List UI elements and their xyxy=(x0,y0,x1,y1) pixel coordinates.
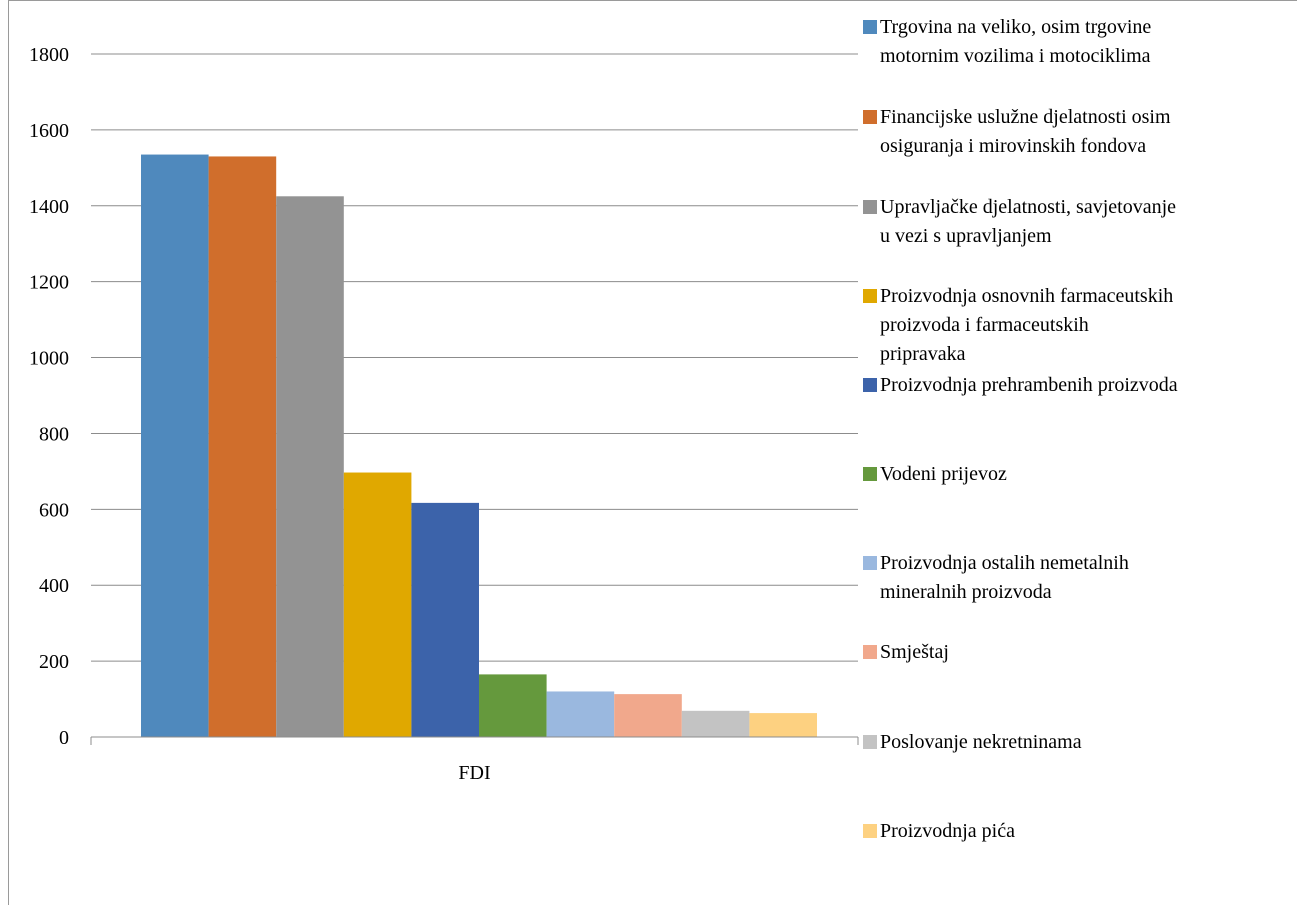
legend-swatch xyxy=(863,645,877,659)
bars xyxy=(141,154,817,737)
bar-8 xyxy=(614,694,682,737)
y-tick-label: 1600 xyxy=(29,120,69,142)
bar-4 xyxy=(343,472,412,737)
y-tick-label: 0 xyxy=(59,727,69,749)
legend-swatch xyxy=(863,824,877,838)
bar-3 xyxy=(276,196,344,737)
legend-swatch xyxy=(863,200,877,214)
bar-5 xyxy=(411,502,479,737)
legend-label: osiguranja i mirovinskih fondova xyxy=(880,135,1146,157)
legend-swatch xyxy=(863,289,877,303)
legend-swatch xyxy=(863,467,877,481)
legend-label: Poslovanje nekretninama xyxy=(880,731,1082,753)
x-category-label: FDI xyxy=(458,762,490,784)
bar-9 xyxy=(681,710,750,737)
legend-entry: Proizvodnja osnovnih farmaceutskih proizv… xyxy=(863,285,1173,365)
legend-entry: Poslovanje nekretninama xyxy=(863,731,1082,753)
y-tick-label: 400 xyxy=(39,575,69,597)
bar-1 xyxy=(141,154,209,737)
legend-entry: Trgovina na veliko, osim trgovine motorni… xyxy=(863,16,1151,67)
legend-label: u vezi s upravljanjem xyxy=(880,225,1052,247)
y-tick-label: 1400 xyxy=(29,196,69,218)
legend-label: mineralnih proizvoda xyxy=(880,581,1052,603)
legend-swatch xyxy=(863,378,877,392)
legend-swatch xyxy=(863,110,877,124)
bar-6 xyxy=(479,674,547,737)
bar-7 xyxy=(546,691,615,737)
legend-swatch xyxy=(863,735,877,749)
axes xyxy=(90,736,859,745)
legend-entry: Proizvodnja ostalih nemetalnih mineralnih… xyxy=(863,552,1129,603)
y-tick-label: 1200 xyxy=(29,272,69,294)
legend-label: Proizvodnja ostalih nemetalnih xyxy=(880,552,1129,574)
y-tick-label: 1800 xyxy=(29,44,69,66)
legend: Trgovina na veliko, osim trgovine motorni… xyxy=(863,16,1178,842)
chart-frame xyxy=(8,0,1297,905)
legend-label: Proizvodnja osnovnih farmaceutskih xyxy=(880,285,1173,307)
bar-2 xyxy=(208,156,277,737)
legend-entry: Smještaj xyxy=(863,641,949,663)
legend-label: Trgovina na veliko, osim trgovine xyxy=(880,16,1151,38)
legend-swatch xyxy=(863,20,877,34)
legend-label: Proizvodnja pića xyxy=(880,820,1015,842)
x-category-labels: FDI xyxy=(458,762,490,784)
legend-label: Financijske uslužne djelatnosti osim xyxy=(880,106,1171,128)
legend-label: Upravljačke djelatnosti, savjetovanje xyxy=(880,196,1176,218)
bar-10 xyxy=(749,713,817,737)
legend-entry: Vodeni prijevoz xyxy=(863,463,1007,485)
legend-label: Vodeni prijevoz xyxy=(880,463,1007,485)
y-tick-label: 600 xyxy=(39,499,69,521)
legend-entry: Proizvodnja pića xyxy=(863,820,1015,842)
legend-label: Smještaj xyxy=(880,641,949,663)
legend-entry: Upravljačke djelatnosti, savjetovanje u v… xyxy=(863,196,1176,247)
legend-swatch xyxy=(863,556,877,570)
legend-label: motornim vozilima i motociklima xyxy=(880,45,1151,67)
legend-label: pripravaka xyxy=(880,343,966,365)
y-tick-label: 200 xyxy=(39,651,69,673)
y-tick-labels: 0 200 400 600 800 1000 1200 1400 1600 1800 xyxy=(29,44,69,749)
legend-label: proizvoda i farmaceutskih xyxy=(880,314,1089,336)
legend-label: Proizvodnja prehrambenih proizvoda xyxy=(880,374,1178,396)
y-tick-label: 800 xyxy=(39,423,69,445)
legend-entry: Proizvodnja prehrambenih proizvoda xyxy=(863,374,1178,396)
y-tick-label: 1000 xyxy=(29,348,69,370)
legend-entry: Financijske uslužne djelatnosti osim osig… xyxy=(863,106,1171,157)
